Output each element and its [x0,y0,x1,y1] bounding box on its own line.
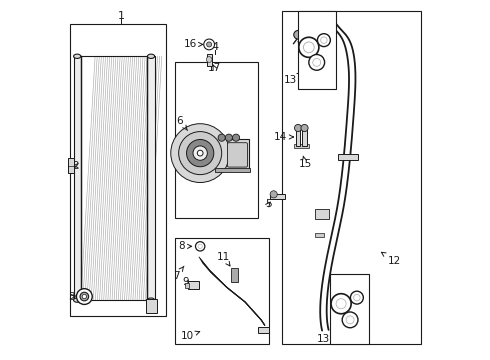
Bar [175,62,258,218]
Text: 2: 2 [73,161,79,171]
Text: 9: 9 [182,277,190,287]
Text: 8: 8 [178,241,192,251]
Ellipse shape [74,54,81,58]
Bar [68,158,74,173]
Bar [258,327,269,333]
Circle shape [193,146,207,160]
Circle shape [346,316,354,324]
Circle shape [232,134,240,141]
Circle shape [76,289,92,305]
Text: 16: 16 [183,40,203,49]
Circle shape [198,244,202,248]
Ellipse shape [147,298,155,302]
Circle shape [318,34,330,46]
Ellipse shape [74,298,81,302]
Circle shape [299,37,319,57]
Circle shape [294,125,302,132]
FancyBboxPatch shape [227,143,247,167]
Circle shape [313,58,320,66]
Circle shape [204,39,215,50]
Circle shape [196,242,205,251]
Circle shape [218,134,225,141]
Circle shape [206,57,212,62]
Bar [282,11,421,344]
Text: 4: 4 [211,42,218,51]
Bar [296,130,300,145]
Text: 10: 10 [181,331,200,341]
Bar [231,268,238,282]
Circle shape [309,54,324,70]
Bar [302,130,307,145]
Bar [147,56,155,300]
Circle shape [270,191,277,198]
Circle shape [294,31,302,39]
Circle shape [320,37,327,43]
Bar [338,154,358,160]
Text: 15: 15 [298,156,312,169]
Circle shape [171,124,230,183]
Circle shape [300,30,307,36]
Bar [298,12,337,89]
Text: 5: 5 [265,199,271,210]
Circle shape [350,291,364,304]
Bar [330,274,368,343]
Circle shape [342,312,358,328]
Text: 13: 13 [284,73,302,85]
Circle shape [179,132,221,175]
Bar [315,209,329,220]
Circle shape [336,299,346,309]
Circle shape [225,134,232,141]
Bar [147,299,157,314]
Ellipse shape [147,54,155,58]
Text: 6: 6 [176,116,188,130]
Circle shape [80,292,89,301]
Text: 7: 7 [173,266,184,281]
Bar [216,139,248,169]
Circle shape [331,294,351,314]
Text: 11: 11 [217,252,230,266]
Circle shape [187,139,214,167]
Circle shape [207,42,212,47]
Text: 14: 14 [274,132,294,142]
Text: 1: 1 [118,11,125,21]
Bar [294,144,309,148]
Text: 12: 12 [381,252,401,266]
Bar [188,282,199,289]
Bar [185,283,189,288]
Circle shape [303,42,314,53]
Text: 3: 3 [68,292,75,302]
Text: 13: 13 [317,333,336,343]
Bar [207,54,212,66]
Text: 17: 17 [208,63,221,73]
Bar [215,168,250,172]
Polygon shape [81,56,147,300]
Circle shape [197,150,203,156]
Bar [70,24,166,316]
Circle shape [301,125,308,132]
Bar [315,233,324,237]
Bar [175,238,269,344]
Bar [270,194,285,199]
Circle shape [354,294,360,301]
Bar [74,56,81,300]
Circle shape [82,294,87,299]
